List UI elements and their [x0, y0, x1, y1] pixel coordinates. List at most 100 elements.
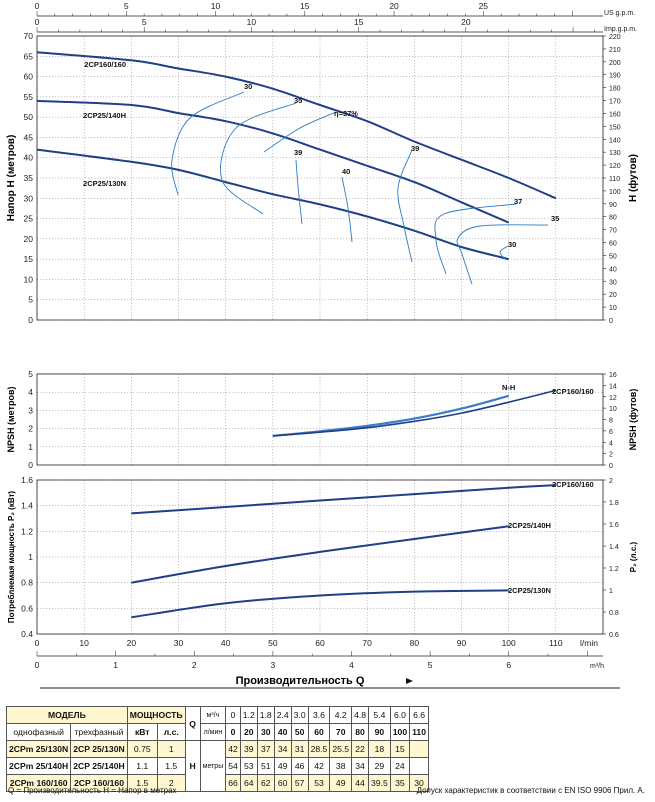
y-right-tick-label: 60 [609, 241, 617, 248]
y-right-tick-label: 20 [609, 292, 617, 299]
head-cell: 37 [256, 740, 275, 758]
y-tick-label: 0 [28, 460, 33, 470]
lmin-tick-label: 10 [79, 638, 89, 648]
series-label: 2CP25/140H [83, 111, 126, 120]
q-letter: Q [184, 706, 201, 741]
y-axis-title: NPSH (метров) [6, 387, 16, 453]
y-right-tick-label: 30 [609, 279, 617, 286]
efficiency-line [397, 149, 413, 263]
q-m3h-6: 4.2 [329, 706, 353, 724]
bottom-flow-axes: 0 10 20 30 40 50 60 70 80 90 100 110 l/min 0 1 2 3 4 5 6 m³/… [35, 638, 620, 689]
y-right-tick-label: 8 [609, 418, 613, 425]
m3h-tick-label: 3 [271, 660, 276, 670]
y-tick-label: 1 [28, 552, 33, 562]
head-cell: 60 [273, 774, 292, 792]
lmin-tick-label: 20 [127, 638, 137, 648]
head-cell: 42 [225, 740, 241, 758]
us-gpm-tick-label: 15 [300, 1, 310, 11]
head-cell: 53 [239, 757, 258, 775]
y-right-tick-label: 80 [609, 215, 617, 222]
efficiency-line [456, 224, 549, 285]
y-tick-label: 4 [28, 387, 33, 397]
performance-table: МОДЕЛЬ МОЩНОСТЬ Q м³/ч 0 1.2 1.8 2.4 3.0… [5, 706, 429, 792]
q-m3h-9: 6.0 [389, 706, 411, 724]
grid [36, 479, 604, 635]
q-m3h-8: 5.4 [368, 706, 391, 724]
imp-gpm-tick-label: 10 [247, 17, 257, 27]
footer-legend: Q = Производительность Н = Напор в метра… [8, 786, 177, 795]
series-line-2cp160-160 [272, 389, 556, 437]
series-label: 2CP25/140H [508, 521, 551, 530]
grid [36, 373, 604, 466]
model-single: 2CPm 160/160 [5, 774, 72, 792]
y-right-tick-label: 2 [609, 478, 613, 485]
y-right-tick-label: 170 [609, 99, 621, 106]
y-right-tick-label: 210 [609, 47, 621, 54]
y-right-tick-label: 10 [609, 406, 617, 413]
y-right-tick-label: 0 [609, 318, 613, 325]
efficiency-line [171, 91, 245, 196]
y-axis-title: Потребляемая мощность P₂ (кВт) [7, 491, 16, 624]
imp-gpm-tick-label: 5 [142, 17, 147, 27]
lmin-tick-label: 40 [221, 638, 231, 648]
y-tick-label: 5 [28, 295, 33, 305]
y-tick-label: 35 [24, 173, 34, 183]
y-right-tick-label: 16 [609, 372, 617, 379]
y-tick-label: 5 [28, 369, 33, 379]
y-right-tick-label: 1.2 [609, 566, 619, 573]
efficiency-label: 39 [294, 148, 302, 157]
us-gpm-tick-label: 25 [479, 1, 489, 11]
y-tick-label: 65 [24, 51, 34, 61]
head-cell: 62 [256, 774, 275, 792]
q-lmin-8: 90 [368, 723, 391, 741]
m3h-tick-label: 1 [113, 660, 118, 670]
q-lmin-10: 110 [409, 723, 429, 741]
lmin-tick-label: 0 [35, 638, 40, 648]
h-unit: метры [199, 740, 227, 792]
head-cell: 34 [351, 757, 370, 775]
table-row: 2CPm 25/140H 2CP 25/140H 1.1 1.5 54 53 5… [5, 757, 429, 775]
y-tick-label: 20 [24, 234, 34, 244]
y-tick-label: 55 [24, 92, 34, 102]
three-phase-header: трехфазный [70, 723, 128, 741]
y-right-tick-label: 0 [609, 463, 613, 470]
head-cell: 18 [368, 740, 391, 758]
q-m3h-unit: м³/ч [199, 706, 227, 724]
y-right-tick-label: 1.4 [609, 544, 619, 551]
y-right-tick-label: 1.8 [609, 500, 619, 507]
y-right-tick-label: 40 [609, 266, 617, 273]
kw-header: кВт [126, 723, 158, 741]
efficiency-label: 30 [508, 240, 516, 249]
y-tick-label: 2 [28, 424, 33, 434]
y-right-tick-label: 10 [609, 305, 617, 312]
q-lmin-2: 30 [256, 723, 275, 741]
table-row: 2CPm 160/160 2CP 160/160 1.5 2 66 64 62 … [5, 774, 429, 792]
series-line-2cp25-140h [36, 99, 510, 224]
y-tick-label: 15 [24, 254, 34, 264]
head-cell: 54 [225, 757, 241, 775]
head-cell: 30 [409, 774, 429, 792]
head-cell: 38 [329, 757, 353, 775]
y-right-tick-label: 100 [609, 189, 621, 196]
efficiency-line [341, 176, 353, 243]
efficiency-line [434, 203, 517, 275]
lmin-tick-label: 100 [502, 638, 516, 648]
y-right-tick-label: 220 [609, 34, 621, 41]
y-tick-label: 50 [24, 112, 34, 122]
m3h-tick-label: 6 [506, 660, 511, 670]
power-kw: 1.5 [126, 774, 158, 792]
lmin-unit: l/min [580, 638, 598, 648]
q-m3h-3: 2.4 [273, 706, 292, 724]
model-three: 2CP 25/140H [70, 757, 128, 775]
series-line-2cp160-160 [131, 484, 556, 515]
head-cell: 53 [307, 774, 331, 792]
efficiency-line [499, 245, 509, 261]
y-tick-label: 1 [28, 442, 33, 452]
y-right-tick-label: 50 [609, 253, 617, 260]
y-tick-label: 3 [28, 405, 33, 415]
efficiency-label: 40 [342, 167, 350, 176]
head-cell: 57 [290, 774, 309, 792]
efficiency-label: 37 [514, 197, 522, 206]
series-label: 2CP25/130N [83, 179, 126, 188]
